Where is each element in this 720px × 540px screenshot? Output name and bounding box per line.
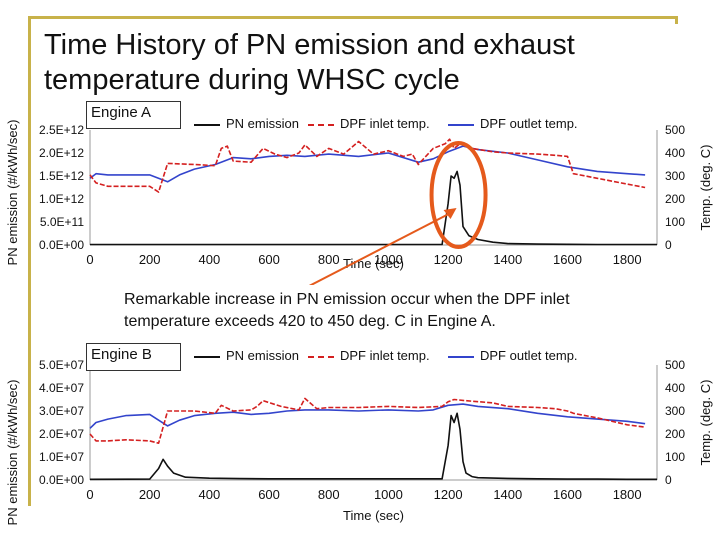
x-tick-label: 800 <box>318 252 340 267</box>
y2-tick-label: 200 <box>665 427 685 441</box>
x-tick-label: 1000 <box>374 252 403 267</box>
series-line-outlet <box>89 403 646 429</box>
annotation-text: Remarkable increase in PN emission occur… <box>124 291 570 330</box>
y2-tick-label: 200 <box>665 192 685 206</box>
slide-title: Time History of PN emission and exhaust … <box>44 29 575 96</box>
y2-tick-label: 400 <box>665 381 685 395</box>
y2-tick-label: 0 <box>665 473 672 487</box>
panel-label-engine-a: Engine A <box>86 101 181 129</box>
x-tick-label: 1600 <box>553 487 582 502</box>
chart-engine-a: 0 200 400 600 800 1000 1200 1400 1600 18000.0E+00… <box>5 120 713 285</box>
x-tick-label: 600 <box>258 487 280 502</box>
x-tick-label: 0 <box>86 487 93 502</box>
y-tick-label: 5.0E+07 <box>39 358 84 372</box>
x-tick-label: 0 <box>86 252 93 267</box>
x-tick-label: 1200 <box>434 487 463 502</box>
series-line-inlet <box>89 138 646 193</box>
annotation-arrow-head <box>443 208 457 219</box>
y2-tick-label: 0 <box>665 238 672 252</box>
legend-label-pn: PN emission <box>226 116 299 131</box>
legend-label-outlet: DPF outlet temp. <box>480 348 578 363</box>
frame-right-rule <box>675 16 678 24</box>
y2-tick-label: 500 <box>665 123 685 137</box>
chart-engine-b: 0 200 400 600 800 1000 1200 1400 1600 18000.0E+00… <box>5 358 713 526</box>
y2-tick-label: 300 <box>665 404 685 418</box>
y-tick-label: 1.0E+07 <box>39 450 84 464</box>
legend-swatch-inlet <box>308 124 334 126</box>
series-line-outlet <box>89 145 646 183</box>
x-tick-label: 1800 <box>613 487 642 502</box>
y2-tick-label: 100 <box>665 450 685 464</box>
x-tick-label: 1000 <box>374 487 403 502</box>
legend-engine-a: PN emission DPF inlet temp. DPF outlet t… <box>190 114 595 136</box>
legend-label-inlet: DPF inlet temp. <box>340 348 430 363</box>
y-tick-label: 0.0E+00 <box>39 238 84 252</box>
legend-swatch-outlet <box>448 124 474 126</box>
x-tick-label: 400 <box>199 487 221 502</box>
frame-left-rule <box>28 16 31 506</box>
legend-swatch-outlet <box>448 356 474 358</box>
y-tick-label: 4.0E+07 <box>39 381 84 395</box>
x-tick-label: 400 <box>199 252 221 267</box>
x-tick-label: 1600 <box>553 252 582 267</box>
x-tick-label: 800 <box>318 487 340 502</box>
y-tick-label: 5.0E+11 <box>40 215 84 229</box>
legend-swatch-pn <box>194 124 220 126</box>
y-tick-label: 2.0E+07 <box>39 427 84 441</box>
x-tick-label: 1400 <box>493 487 522 502</box>
series-line-pn <box>89 412 657 481</box>
annotation-arrow-line <box>308 211 454 285</box>
y-tick-label: 0.0E+00 <box>39 473 84 487</box>
y-tick-label: 2.5E+12 <box>39 123 84 137</box>
frame-top-rule <box>28 16 678 19</box>
x-tick-label: 1200 <box>434 252 463 267</box>
y-tick-label: 1.0E+12 <box>39 192 84 206</box>
y-tick-label: 1.5E+12 <box>39 169 84 183</box>
x-tick-label: 200 <box>139 252 161 267</box>
legend-label-outlet: DPF outlet temp. <box>480 116 578 131</box>
x-tick-label: 1800 <box>613 252 642 267</box>
y2-tick-label: 300 <box>665 169 685 183</box>
legend-swatch-pn <box>194 356 220 358</box>
x-tick-label: 1400 <box>493 252 522 267</box>
x-tick-label: 600 <box>258 252 280 267</box>
legend-engine-b: PN emission DPF inlet temp. DPF outlet t… <box>190 346 595 368</box>
highlight-ellipse <box>429 141 488 249</box>
series-line-inlet <box>89 397 646 444</box>
y-axis-title: PN emission (#/kWh/sec) <box>5 120 20 266</box>
panel-label-engine-b: Engine B <box>86 343 181 371</box>
y2-axis-title: Temp. (deg. C) <box>698 145 713 231</box>
x-tick-label: 200 <box>139 487 161 502</box>
y-axis-title: PN emission (#/kWh/sec) <box>5 380 20 526</box>
y-tick-label: 3.0E+07 <box>39 404 84 418</box>
legend-label-pn: PN emission <box>226 348 299 363</box>
legend-swatch-inlet <box>308 356 334 358</box>
y2-axis-title: Temp. (deg. C) <box>698 380 713 466</box>
x-axis-title: Time (sec) <box>343 508 404 523</box>
legend-label-inlet: DPF inlet temp. <box>340 116 430 131</box>
y2-tick-label: 100 <box>665 215 685 229</box>
y2-tick-label: 500 <box>665 358 685 372</box>
series-line-pn <box>90 170 657 246</box>
y2-tick-label: 400 <box>665 146 685 160</box>
y-tick-label: 2.0E+12 <box>39 146 84 160</box>
